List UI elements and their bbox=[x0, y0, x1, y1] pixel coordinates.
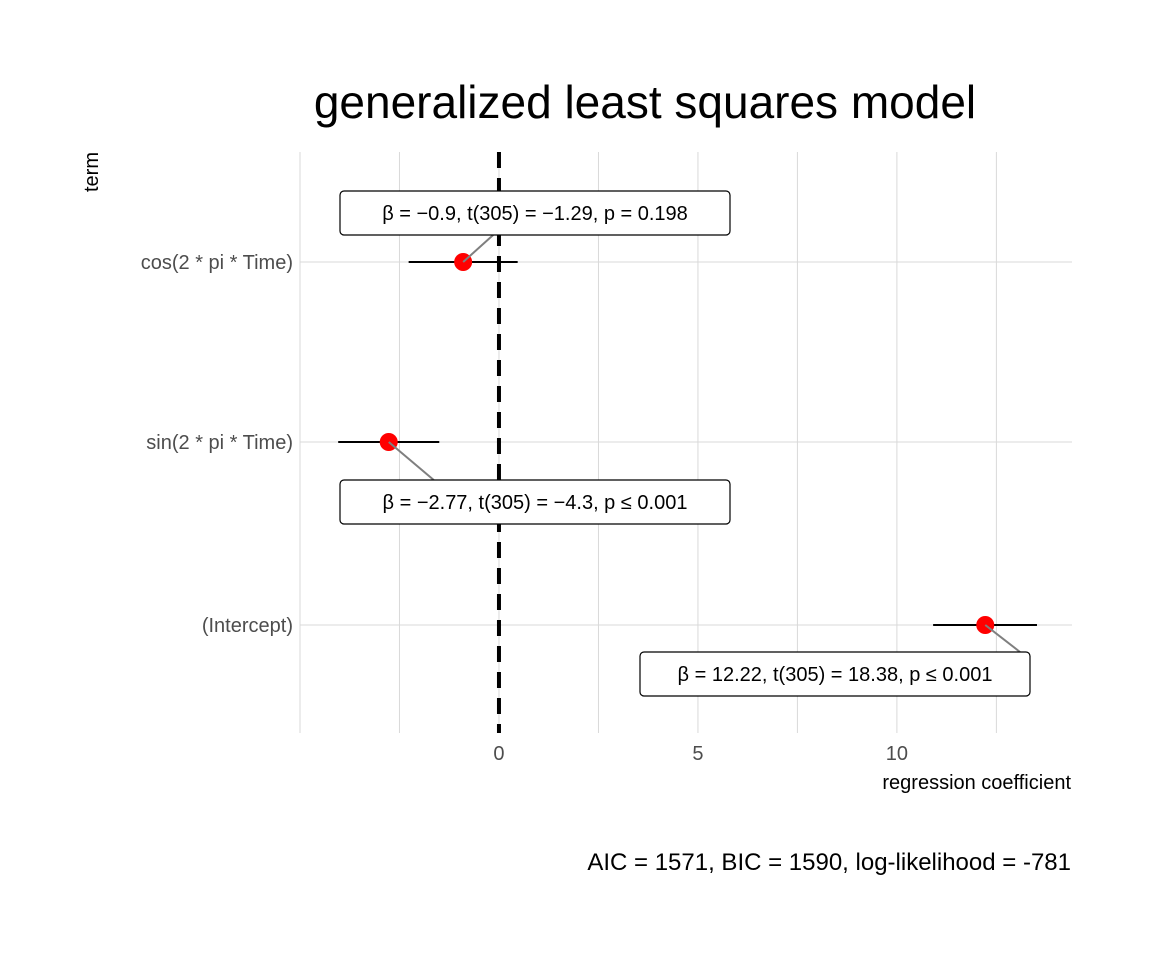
model-fit-caption: AIC = 1571, BIC = 1590, log-likelihood =… bbox=[587, 849, 1071, 876]
stat-label: β = −0.9, t(305) = −1.29, p = 0.198 bbox=[382, 203, 688, 225]
stat-label: β = −2.77, t(305) = −4.3, p ≤ 0.001 bbox=[383, 492, 688, 514]
label-leader-line bbox=[984, 624, 1021, 653]
marks-layer bbox=[338, 253, 1037, 634]
chart-title: generalized least squares model bbox=[314, 76, 976, 128]
label-leader-line bbox=[462, 234, 494, 263]
axis-layer: 0 5 10 cos(2 * pi * Time) sin(2 * pi * Time)… bbox=[141, 252, 908, 765]
y-tick-label: sin(2 * pi * Time) bbox=[146, 432, 293, 454]
stat-label-box bbox=[339, 190, 731, 236]
x-tick-label: 0 bbox=[493, 743, 504, 765]
y-axis-label: term bbox=[81, 152, 103, 192]
x-tick-label: 5 bbox=[692, 743, 703, 765]
stat-label-box bbox=[339, 479, 731, 525]
labels-layer: β = −0.9, t(305) = −1.29, p = 0.198 β = −… bbox=[339, 190, 1031, 697]
stat-label-box bbox=[639, 651, 1031, 697]
label-leader-line bbox=[388, 441, 435, 481]
y-tick-label: (Intercept) bbox=[202, 615, 293, 637]
x-tick-label: 10 bbox=[886, 743, 908, 765]
x-axis-label: regression coefficient bbox=[882, 772, 1071, 794]
grid-layer bbox=[299, 152, 1072, 733]
stat-label: β = 12.22, t(305) = 18.38, p ≤ 0.001 bbox=[678, 664, 993, 686]
y-tick-label: cos(2 * pi * Time) bbox=[141, 252, 293, 274]
